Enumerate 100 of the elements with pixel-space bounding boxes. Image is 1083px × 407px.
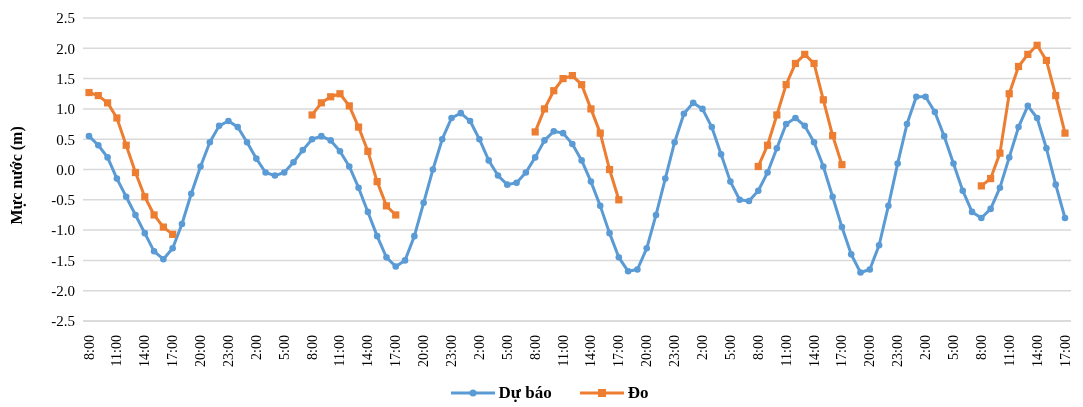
y-tick-label: -2.0 (51, 283, 75, 300)
point (578, 81, 586, 89)
x-tick-label: 11:00 (778, 335, 794, 367)
x-tick-label: 8:00 (973, 335, 989, 360)
point (373, 178, 381, 186)
point (150, 211, 158, 219)
x-tick-label: 17:00 (388, 335, 404, 367)
point (773, 111, 781, 119)
point (782, 81, 790, 89)
x-tick-label: 5:00 (276, 335, 292, 360)
point (596, 129, 604, 137)
x-tick-label: 17:00 (165, 335, 181, 367)
point (754, 162, 762, 171)
point (1005, 90, 1013, 98)
point (94, 91, 102, 100)
point (392, 211, 400, 219)
y-tick-label: -1.0 (51, 222, 75, 239)
point (838, 161, 846, 169)
point (122, 141, 130, 149)
point (1042, 56, 1051, 65)
point (1052, 91, 1060, 100)
x-tick-label: 23:00 (444, 335, 460, 367)
x-tick-label: 11:00 (555, 335, 571, 367)
point (317, 99, 325, 107)
x-tick-label: 2:00 (918, 335, 934, 360)
point (113, 114, 121, 122)
x-tick-label: 23:00 (220, 335, 236, 367)
point (763, 141, 772, 149)
legend-label: Đo (627, 383, 649, 403)
x-tick-label: 5:00 (499, 335, 515, 360)
point (131, 168, 140, 177)
x-tick-label: 17:00 (1057, 335, 1073, 367)
point (354, 123, 363, 131)
point (1061, 129, 1069, 137)
point (85, 88, 93, 97)
x-tick-label: 14:00 (583, 335, 599, 367)
point (801, 50, 809, 58)
point (382, 202, 391, 210)
point (977, 182, 985, 190)
point (1014, 62, 1023, 71)
x-tick-label: 20:00 (193, 335, 209, 367)
y-tick-label: 2.5 (56, 10, 75, 27)
x-tick-label: 17:00 (611, 335, 627, 367)
y-tick-label: 2.0 (56, 40, 75, 57)
point (1033, 41, 1041, 49)
x-tick-label: 5:00 (722, 335, 738, 360)
x-tick-label: 23:00 (890, 335, 906, 367)
x-tick-label: 8:00 (527, 335, 543, 360)
x-tick-label: 14:00 (806, 335, 822, 367)
point (327, 93, 335, 101)
x-tick-label: 14:00 (360, 335, 376, 367)
x-tick-label: 11:00 (1001, 335, 1017, 367)
point (829, 131, 837, 140)
point (550, 87, 558, 95)
x-tick-label: 5:00 (945, 335, 961, 360)
point (531, 128, 539, 136)
y-tick-label: 0.5 (56, 131, 75, 148)
point (587, 105, 595, 113)
y-tick-label: 1.5 (56, 70, 75, 87)
x-tick-label: 2:00 (471, 335, 487, 360)
point (605, 165, 614, 174)
y-tick-label: -2.5 (51, 313, 75, 330)
point (336, 90, 344, 98)
x-tick-label: 17:00 (834, 335, 850, 367)
point (141, 193, 149, 201)
x-tick-label: 2:00 (694, 335, 710, 360)
point (308, 111, 316, 119)
point (819, 96, 827, 104)
point (345, 102, 353, 110)
point (169, 230, 177, 238)
point (1024, 50, 1032, 58)
y-tick-label: -0.5 (51, 192, 75, 209)
x-tick-label: 23:00 (667, 335, 683, 367)
point (615, 196, 623, 204)
x-tick-label: 14:00 (137, 335, 153, 367)
x-tick-label: 8:00 (304, 335, 320, 360)
x-tick-label: 8:00 (81, 335, 97, 360)
x-tick-label: 20:00 (862, 335, 878, 367)
point (791, 59, 800, 68)
point (559, 75, 567, 83)
y-tick-label: -1.5 (51, 252, 75, 269)
point (103, 99, 112, 107)
point (987, 174, 995, 183)
x-tick-label: 20:00 (416, 335, 432, 367)
point (364, 147, 372, 155)
x-tick-label: 11:00 (332, 335, 348, 367)
point (159, 223, 167, 231)
x-tick-label: 2:00 (248, 335, 264, 360)
point (568, 71, 576, 80)
y-tick-label: 1.0 (56, 101, 75, 118)
point (540, 105, 549, 113)
x-tick-label: 11:00 (109, 335, 125, 367)
x-tick-label: 14:00 (1029, 335, 1045, 367)
point (996, 149, 1004, 157)
legend-label: Dự báo (498, 383, 552, 403)
x-tick-label: 8:00 (750, 335, 766, 360)
y-tick-label: 0.0 (56, 161, 75, 178)
x-tick-label: 20:00 (639, 335, 655, 367)
point (810, 59, 818, 68)
y-axis-title: Mực nước (m) (7, 126, 26, 225)
